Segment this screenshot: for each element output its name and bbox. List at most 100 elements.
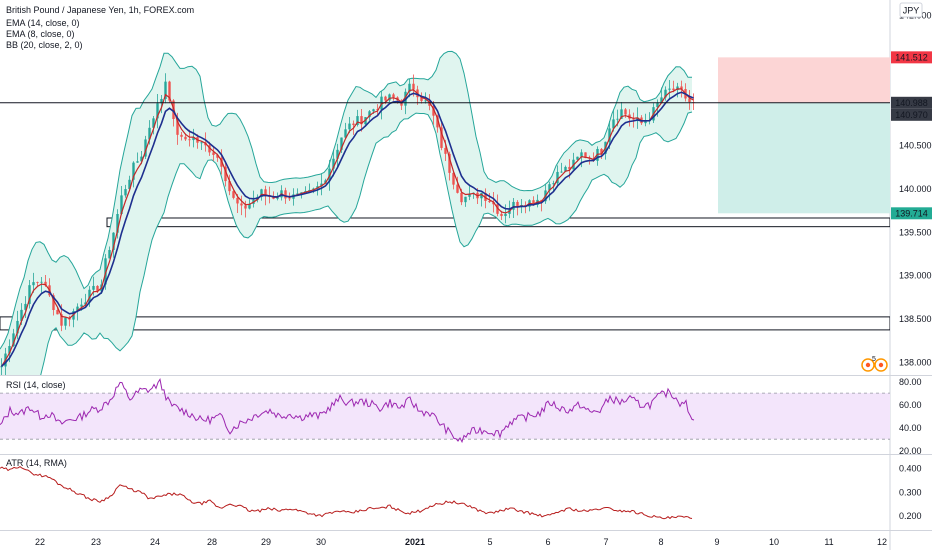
candle bbox=[676, 82, 679, 98]
chart-title: British Pound / Japanese Yen, 1h, FOREX.… bbox=[6, 5, 194, 15]
candle bbox=[392, 92, 395, 101]
price-tag-value: 140.970 bbox=[895, 110, 928, 120]
candle bbox=[180, 131, 183, 141]
candle bbox=[420, 92, 423, 104]
rsi-line bbox=[0, 377, 695, 444]
candle bbox=[360, 108, 363, 132]
events-badge-count: 5 bbox=[872, 356, 876, 363]
candle bbox=[160, 94, 163, 114]
rsi-tick: 60.00 bbox=[899, 400, 922, 410]
price-tags: 141.512 140.988 140.970 139.714 bbox=[891, 51, 932, 220]
candle bbox=[28, 279, 31, 309]
position-zones bbox=[0, 57, 890, 331]
time-label: 7 bbox=[603, 537, 608, 547]
rsi-panel[interactable] bbox=[0, 377, 890, 444]
candle bbox=[624, 108, 627, 118]
candle bbox=[228, 174, 231, 196]
time-axis[interactable]: 22 23 24 28 29 30 2021 5 6 7 8 9 10 11 12 bbox=[35, 537, 887, 547]
price-tick: 139.500 bbox=[899, 227, 932, 237]
candle bbox=[64, 317, 67, 330]
candle bbox=[556, 165, 559, 188]
candle bbox=[224, 161, 227, 187]
candle bbox=[672, 80, 675, 93]
candle bbox=[156, 94, 159, 129]
time-label: 8 bbox=[658, 537, 663, 547]
time-label: 11 bbox=[824, 537, 833, 547]
candle bbox=[144, 135, 147, 159]
price-tag-line: 140.988 bbox=[891, 96, 932, 109]
rsi-band bbox=[0, 393, 890, 440]
candle bbox=[120, 186, 123, 216]
ema-lines bbox=[0, 88, 694, 367]
candle bbox=[0, 358, 3, 375]
candle bbox=[512, 197, 515, 218]
candle bbox=[320, 173, 323, 196]
candle bbox=[124, 184, 127, 198]
price-axis: 142.000141.500141.000140.500140.000139.5… bbox=[899, 11, 932, 368]
bb-upper bbox=[0, 50, 693, 350]
events-badge[interactable]: 5 bbox=[861, 356, 888, 372]
take-profit-zone[interactable] bbox=[718, 102, 890, 214]
atr-tick: 0.300 bbox=[899, 487, 922, 497]
candle bbox=[32, 272, 35, 293]
candle bbox=[152, 115, 155, 135]
legend-ema8[interactable]: EMA (8, close, 0) bbox=[6, 29, 75, 39]
currency-box[interactable]: JPY bbox=[899, 2, 923, 18]
price-tick: 140.000 bbox=[899, 184, 932, 194]
price-tick: 138.000 bbox=[899, 357, 932, 367]
bollinger-bands bbox=[0, 50, 693, 375]
candle bbox=[688, 90, 691, 110]
candle bbox=[376, 104, 379, 116]
candle bbox=[200, 141, 203, 151]
candle bbox=[16, 310, 19, 340]
time-label: 6 bbox=[545, 537, 550, 547]
candle bbox=[488, 192, 491, 203]
time-label: 5 bbox=[487, 537, 492, 547]
candle bbox=[344, 122, 347, 139]
price-panel[interactable] bbox=[0, 50, 890, 395]
candle bbox=[356, 109, 359, 127]
support-zone-2[interactable] bbox=[0, 316, 890, 331]
legend-ema14[interactable]: EMA (14, close, 0) bbox=[6, 18, 80, 28]
candlesticks bbox=[0, 73, 695, 375]
candle bbox=[692, 93, 695, 111]
candle bbox=[408, 78, 411, 98]
candle bbox=[452, 171, 455, 190]
time-label: 29 bbox=[261, 537, 271, 547]
atr-legend[interactable]: ATR (14, RMA) bbox=[6, 458, 67, 468]
price-tag-value: 139.714 bbox=[895, 209, 928, 219]
rsi-tick: 20.00 bbox=[899, 446, 922, 456]
candle bbox=[24, 296, 27, 319]
candle bbox=[240, 195, 243, 216]
candle bbox=[128, 175, 131, 190]
candle bbox=[440, 123, 443, 151]
price-tick: 139.000 bbox=[899, 271, 932, 281]
bb-lower bbox=[40, 111, 693, 375]
stop-loss-zone[interactable] bbox=[718, 57, 890, 103]
atr-panel[interactable] bbox=[0, 465, 693, 520]
time-label: 24 bbox=[150, 537, 160, 547]
price-tag-value: 141.512 bbox=[895, 53, 928, 63]
candle bbox=[108, 246, 111, 259]
candle bbox=[340, 137, 343, 154]
time-label: 30 bbox=[316, 537, 326, 547]
time-label: 9 bbox=[714, 537, 719, 547]
currency-label: JPY bbox=[903, 6, 920, 16]
price-tag-target: 139.714 bbox=[891, 207, 932, 220]
rsi-legend[interactable]: RSI (14, close) bbox=[6, 380, 66, 390]
atr-line bbox=[0, 465, 693, 520]
candle bbox=[468, 186, 471, 201]
candle bbox=[456, 176, 459, 194]
legend-bb[interactable]: BB (20, close, 2, 0) bbox=[6, 40, 83, 50]
candle bbox=[668, 80, 671, 100]
atr-tick: 0.400 bbox=[899, 463, 922, 473]
candle bbox=[660, 87, 663, 103]
atr-tick: 0.200 bbox=[899, 511, 922, 521]
candle bbox=[132, 161, 135, 188]
candle bbox=[336, 143, 339, 169]
candle bbox=[244, 200, 247, 218]
time-label: 10 bbox=[769, 537, 779, 547]
candle bbox=[116, 209, 119, 239]
atr-axis: 0.400 0.300 0.200 bbox=[899, 463, 922, 521]
